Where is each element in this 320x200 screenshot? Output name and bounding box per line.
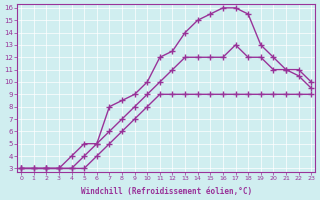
X-axis label: Windchill (Refroidissement éolien,°C): Windchill (Refroidissement éolien,°C) bbox=[81, 187, 252, 196]
